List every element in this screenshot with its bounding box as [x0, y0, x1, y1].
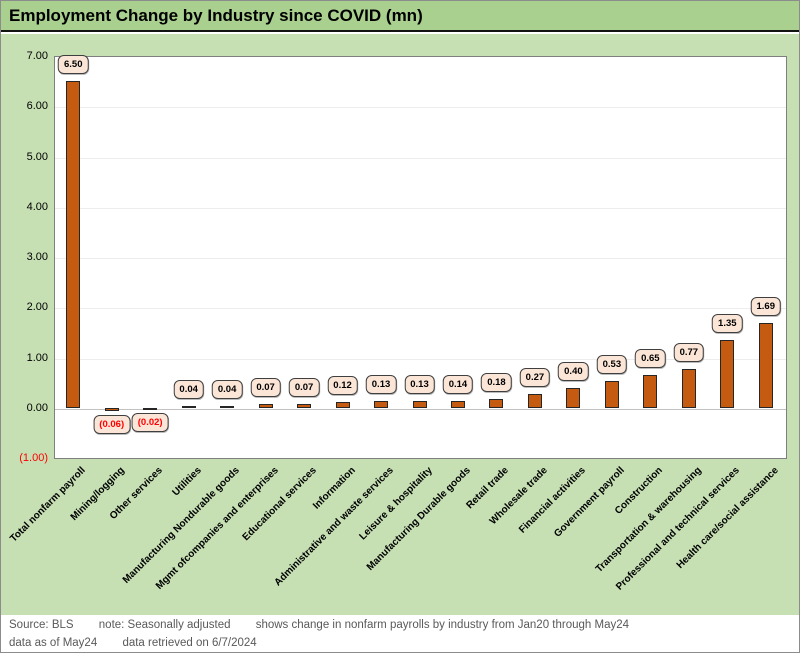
x-axis-label: Wholesale trade: [487, 465, 550, 528]
bar-value-label: 0.12: [327, 376, 358, 395]
bar-5: [259, 404, 273, 408]
bar-value-label: 1.35: [712, 314, 743, 333]
bar-value-label: 0.53: [596, 355, 628, 374]
gridline: [55, 308, 786, 309]
bar-4: [220, 406, 234, 408]
y-tick-label: 7.00: [26, 50, 48, 62]
x-axis-label: Other services: [108, 465, 165, 522]
x-axis-label: Administrative and waste services: [272, 465, 396, 589]
bar-10: [451, 401, 465, 408]
source-note: Source: BLS: [9, 619, 74, 631]
gridline: [55, 107, 786, 108]
bar-13: [566, 388, 580, 408]
bar-value-label: 0.13: [365, 375, 397, 394]
zero-axis-line: [55, 409, 786, 410]
x-axis-label: Retail trade: [464, 465, 512, 512]
bar-17: [720, 340, 734, 408]
bar-16: [682, 369, 696, 408]
bar-value-label: (0.06): [93, 415, 131, 434]
x-axis-label: Manufacturing Durable goods: [364, 465, 473, 573]
footer-notes: Source: BLS note: Seasonally adjusted sh…: [1, 615, 799, 652]
x-axis-label: Information: [310, 465, 358, 512]
bar-9: [413, 401, 427, 408]
bar-2: [143, 408, 157, 410]
bar-0: [66, 81, 80, 408]
y-tick-label: 0.00: [26, 401, 48, 414]
bar-3: [182, 406, 196, 408]
bar-value-label: 0.27: [519, 368, 551, 387]
bar-value-label: 0.13: [404, 375, 435, 394]
bar-value-label: 0.04: [173, 380, 204, 399]
bar-value-label: 6.50: [57, 55, 89, 74]
y-tick-label: (1.00): [19, 452, 48, 464]
bar-value-label: 0.77: [673, 343, 705, 362]
x-axis-label: Mgmt ofcompanies and enterprises: [153, 465, 281, 592]
x-axis-label: Health care/social assistance: [674, 465, 781, 572]
description-note: shows change in nonfarm payrolls by indu…: [255, 619, 630, 631]
y-tick-label: 1.00: [26, 351, 48, 364]
gridline: [55, 208, 786, 209]
x-axis-label: Educational services: [240, 465, 319, 544]
x-axis-label: Government payroll: [552, 465, 627, 540]
chart-title-band: Employment Change by Industry since COVI…: [1, 1, 799, 32]
bar-value-label: 0.14: [442, 375, 474, 394]
footer-line-1: Source: BLS note: Seasonally adjusted sh…: [9, 619, 651, 631]
x-axis-label: Transportation & warehousing: [593, 465, 704, 575]
retrieved-note: data retrieved on 6/7/2024: [122, 637, 257, 649]
data-asof-note: data as of May24: [9, 637, 98, 649]
x-axis-label: Financial activities: [517, 465, 589, 536]
bar-6: [297, 404, 311, 408]
adjustment-note: note: Seasonally adjusted: [98, 619, 231, 631]
bar-value-label: 1.69: [750, 297, 781, 316]
bar-14: [605, 381, 619, 408]
chart-title: Employment Change by Industry since COVI…: [9, 5, 423, 25]
y-tick-label: 6.00: [26, 100, 48, 113]
bar-value-label: (0.02): [131, 413, 169, 432]
bar-7: [336, 402, 350, 408]
bar-value-label: 0.04: [211, 380, 243, 399]
bar-15: [643, 375, 657, 408]
bar-1: [105, 408, 119, 411]
x-axis-label: Leisure & hospitality: [356, 465, 435, 543]
bar-12: [528, 394, 542, 408]
bar-value-label: 0.40: [558, 362, 589, 381]
footer-line-2: data as of May24 data retrieved on 6/7/2…: [9, 637, 279, 649]
gridline: [55, 258, 786, 259]
bar-value-label: 0.07: [288, 378, 320, 397]
gridline: [55, 158, 786, 159]
bar-8: [374, 401, 388, 408]
x-axis-label: Utilities: [170, 465, 204, 499]
x-axis-label: Professional and technical services: [614, 465, 743, 593]
bar-18: [759, 323, 773, 408]
bar-value-label: 0.07: [250, 378, 281, 397]
y-tick-label: 3.00: [26, 251, 48, 263]
y-tick-label: 2.00: [26, 301, 48, 314]
bar-value-label: 0.18: [481, 373, 512, 392]
y-tick-label: 5.00: [26, 150, 48, 163]
x-axis-label: Manufacturing Nondurable goods: [120, 465, 242, 586]
bar-11: [489, 399, 503, 408]
gridline: [55, 359, 786, 360]
x-axis-label: Construction: [613, 465, 666, 517]
y-tick-label: 4.00: [26, 200, 48, 213]
bar-value-label: 0.65: [635, 349, 666, 368]
